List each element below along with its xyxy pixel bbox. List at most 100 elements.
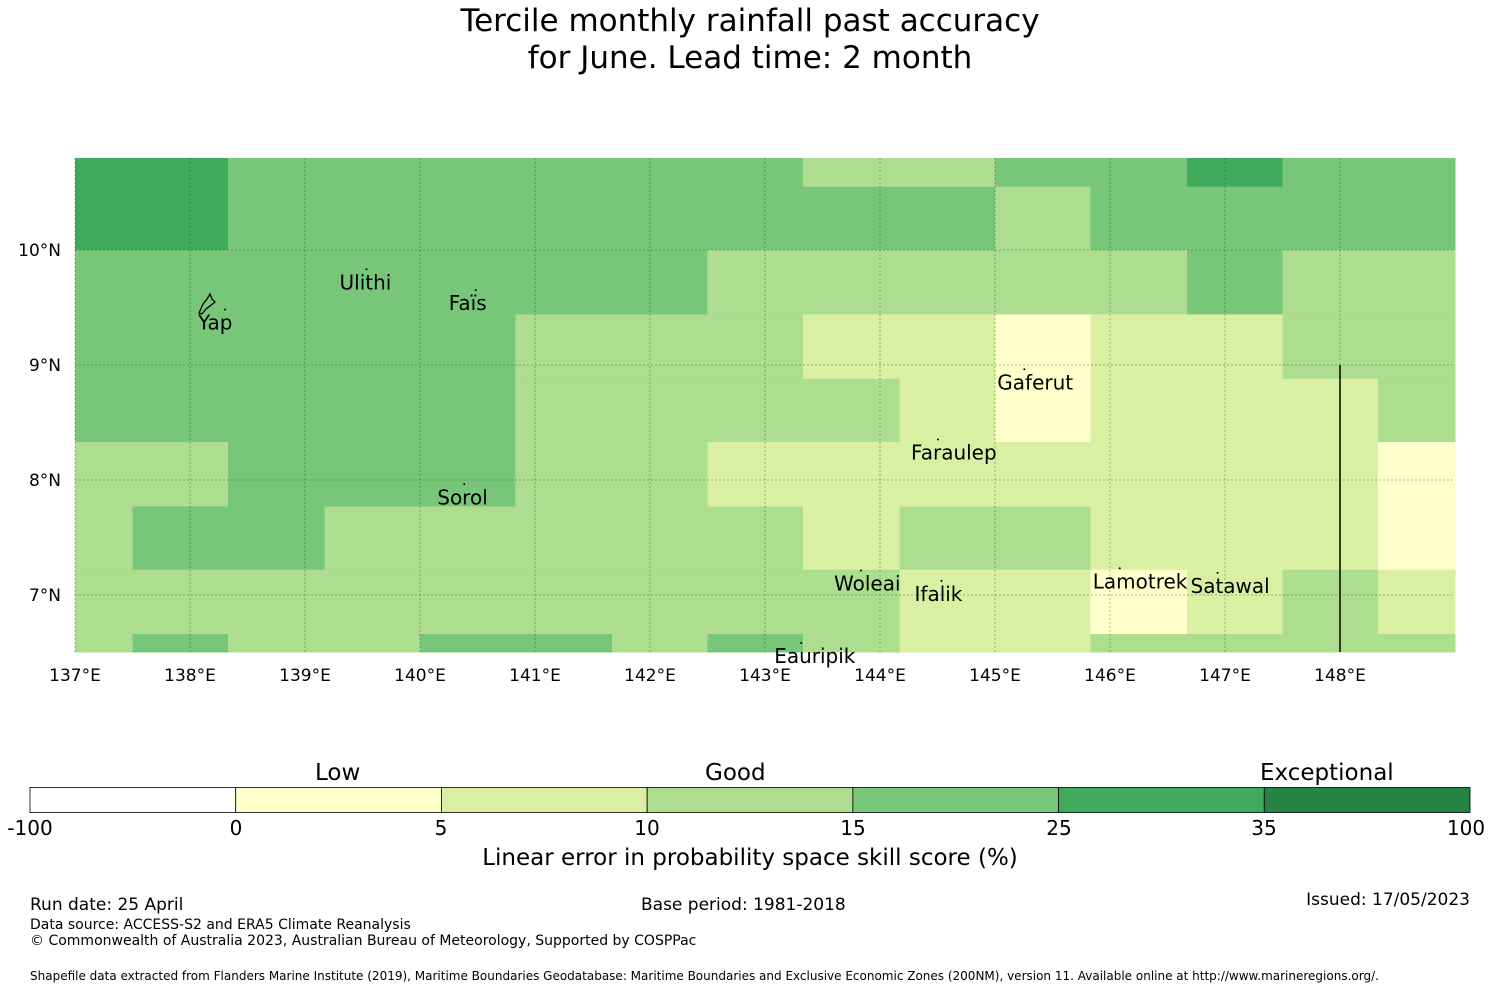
grid-cell <box>1090 569 1188 635</box>
grid-cell <box>227 158 326 188</box>
grid-cell <box>1282 569 1379 635</box>
grid-cell <box>802 314 901 380</box>
grid-cell <box>802 158 901 188</box>
grid-cell <box>707 569 804 635</box>
grid-cell <box>515 314 613 380</box>
grid-cell <box>324 378 421 443</box>
grid-cell <box>75 569 133 635</box>
latitude-tick-label: 7°N <box>29 586 61 606</box>
colorbar-category-good: Good <box>705 760 766 786</box>
grid-cell <box>612 378 708 443</box>
grid-cell <box>899 506 996 571</box>
island-dot <box>940 579 943 582</box>
longitude-tick-label: 137°E <box>49 666 101 686</box>
island-dot <box>1216 571 1219 574</box>
island-dot <box>224 308 227 311</box>
grid-cell <box>995 378 1091 443</box>
grid-cell <box>1282 250 1379 315</box>
grid-cell <box>324 250 421 315</box>
grid-cell <box>515 569 613 635</box>
grid-cell <box>1282 442 1379 507</box>
place-labels: Ulithi Faïs Yap Gaferut Faraulep Sorol Woleai I… <box>197 268 1270 668</box>
colorbar-tick: 5 <box>434 816 448 840</box>
yap-island-shape <box>198 292 216 315</box>
grid-cell <box>1377 442 1456 507</box>
grid-cell <box>227 569 326 635</box>
grid-cell <box>707 158 804 188</box>
colorbar-category-exceptional: Exceptional <box>1260 760 1394 786</box>
skill-map: 137°E 138°E 139°E 140°E 141°E 142°E 143°E 144°E… <box>18 158 1456 686</box>
grid-cell <box>1282 158 1379 188</box>
place-label: Sorol <box>437 485 488 509</box>
grid-cell <box>707 506 804 571</box>
island-dot <box>474 288 477 291</box>
grid-cell <box>612 442 708 507</box>
grid-cell <box>1187 186 1283 251</box>
colorbar-swatch <box>1058 787 1265 813</box>
grid-cell <box>899 250 996 315</box>
grid-cell <box>1187 506 1283 571</box>
grid-cell <box>75 442 133 507</box>
grid-cell <box>227 250 326 315</box>
grid-cell <box>1090 506 1188 571</box>
grid-cell <box>899 634 996 653</box>
grid-cell <box>515 506 613 571</box>
colorbar-tick: 35 <box>1251 816 1277 840</box>
longitude-tick-label: 148°E <box>1314 666 1366 686</box>
longitude-tick-label: 138°E <box>164 666 216 686</box>
grid-cell <box>995 158 1091 188</box>
grid-cell <box>612 634 708 653</box>
grid-cell <box>227 506 326 571</box>
grid-cell <box>227 186 326 251</box>
latitude-ticks: 10°N 9°N 8°N 7°N <box>18 241 61 606</box>
grid-cell <box>899 158 996 188</box>
grid-cell <box>420 442 516 507</box>
grid-cell <box>707 186 804 251</box>
longitude-tick-label: 139°E <box>279 666 331 686</box>
grid-cell <box>420 506 516 571</box>
grid-cell <box>707 314 804 380</box>
grid-cell <box>802 250 901 315</box>
colorbar <box>29 787 1471 813</box>
island-dot <box>1118 567 1121 570</box>
grid-cell <box>132 634 229 653</box>
longitude-tick-label: 143°E <box>739 666 791 686</box>
place-label: Lamotrek <box>1093 569 1188 593</box>
grid-cell <box>612 186 708 251</box>
colorbar-swatch <box>1263 787 1471 813</box>
grid-cell <box>324 506 421 571</box>
grid-cell <box>420 186 516 251</box>
grid-cell <box>899 378 996 443</box>
grid-cell <box>612 506 708 571</box>
grid-cell <box>1377 634 1456 653</box>
grid-cell <box>802 186 901 251</box>
grid-cell <box>132 186 229 251</box>
grid-cell <box>227 378 326 443</box>
place-label: Eauripik <box>774 644 856 668</box>
place-label: Ifalik <box>915 582 963 606</box>
grid-cell <box>75 634 133 653</box>
grid-cell <box>995 186 1091 251</box>
grid-cell <box>995 250 1091 315</box>
island-dot <box>860 569 862 572</box>
island-dot <box>463 483 466 486</box>
grid-cell <box>75 186 133 251</box>
grid-cell <box>1282 634 1379 653</box>
grid-cell <box>707 442 804 507</box>
place-label: Satawal <box>1191 574 1270 598</box>
grid-cell <box>802 442 901 507</box>
grid-cell <box>132 378 229 443</box>
grid-cell <box>515 378 613 443</box>
latitude-tick-label: 9°N <box>29 356 61 376</box>
grid-cell <box>1187 634 1283 653</box>
grid-cell <box>995 314 1091 380</box>
grid-cell <box>1282 378 1379 443</box>
grid-cell <box>420 314 516 380</box>
colorbar-tick: 25 <box>1046 816 1072 840</box>
grid-cell <box>324 442 421 507</box>
grid-cell <box>1187 442 1283 507</box>
skill-grid <box>75 158 1456 653</box>
copyright: © Commonwealth of Australia 2023, Austra… <box>30 933 697 949</box>
grid-cell <box>132 506 229 571</box>
grid-cell <box>227 314 326 380</box>
